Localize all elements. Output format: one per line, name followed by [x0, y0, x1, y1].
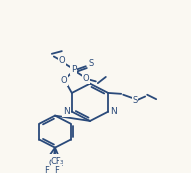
- Text: F: F: [55, 166, 59, 173]
- Text: 3: 3: [59, 162, 63, 167]
- Text: O: O: [83, 74, 89, 83]
- Text: CF: CF: [49, 159, 59, 168]
- Text: S: S: [133, 95, 138, 104]
- Text: F: F: [45, 166, 49, 173]
- Text: CF: CF: [51, 157, 62, 166]
- Text: N: N: [110, 107, 117, 116]
- Text: 3: 3: [59, 160, 63, 165]
- Text: S: S: [88, 59, 93, 68]
- Text: O: O: [61, 76, 67, 85]
- Text: P: P: [71, 65, 77, 74]
- Text: N: N: [63, 107, 70, 116]
- Text: O: O: [58, 56, 65, 65]
